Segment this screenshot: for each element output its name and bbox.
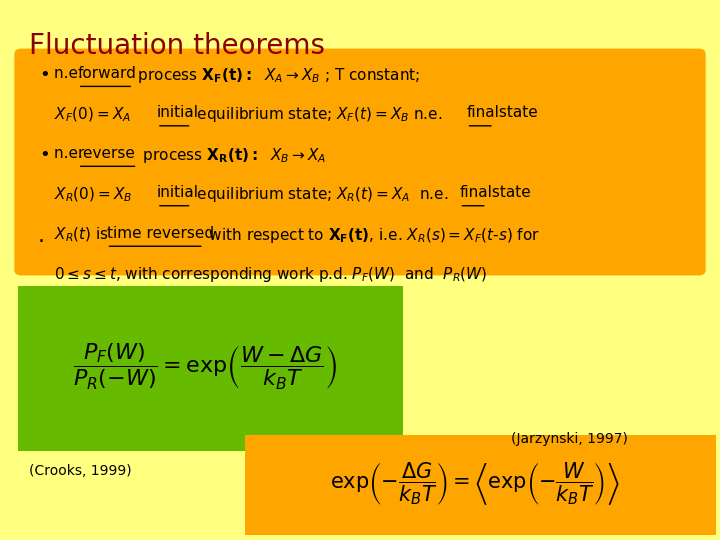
Text: state: state [494,105,538,120]
Text: final: final [459,185,492,200]
Text: n.e.: n.e. [54,146,88,161]
Text: Fluctuation theorems: Fluctuation theorems [29,32,325,60]
Text: $X_F(0) = X_A$: $X_F(0) = X_A$ [54,105,131,124]
Text: (Jarzynski, 1997): (Jarzynski, 1997) [511,432,628,446]
Text: initial: initial [157,185,199,200]
Text: .: . [37,226,45,246]
Text: $X_R(t)$ is: $X_R(t)$ is [54,226,110,244]
Text: (Crooks, 1999): (Crooks, 1999) [29,464,132,478]
Text: equilibrium state; $X_R(t)= X_A$  n.e.: equilibrium state; $X_R(t)= X_A$ n.e. [192,185,449,204]
FancyBboxPatch shape [14,49,706,275]
Text: process $\mathbf{X_R(t):}$  $X_B \rightarrow X_A$: process $\mathbf{X_R(t):}$ $X_B \rightar… [138,146,325,165]
Text: •: • [40,146,50,164]
Text: equilibrium state; $X_F(t) = X_B$ n.e.: equilibrium state; $X_F(t) = X_B$ n.e. [192,105,444,124]
Text: state: state [487,185,531,200]
Text: $0\leq s\leq t$, with corresponding work p.d. $P_F(W)$  and  $P_R(W)$: $0\leq s\leq t$, with corresponding work… [54,265,487,284]
Text: reverse: reverse [78,146,135,161]
Text: initial: initial [157,105,199,120]
Text: with respect to $\mathbf{X_F(t)}$, i.e. $X_R(s) = X_F(t$-$s)$ for: with respect to $\mathbf{X_F(t)}$, i.e. … [204,226,540,245]
Text: $\exp\!\left(-\dfrac{\Delta G}{k_B T}\right) = \left\langle\exp\!\left(-\dfrac{W: $\exp\!\left(-\dfrac{\Delta G}{k_B T}\ri… [330,460,620,507]
Text: $\dfrac{P_F(W)}{P_R(-W)} = \exp\!\left(\dfrac{W - \Delta G}{k_B T}\right)$: $\dfrac{P_F(W)}{P_R(-W)} = \exp\!\left(\… [73,342,338,392]
Text: time reversed: time reversed [107,226,214,241]
Text: $X_R(0) = X_B$: $X_R(0) = X_B$ [54,185,132,204]
Text: forward: forward [78,66,137,81]
FancyBboxPatch shape [245,435,716,535]
Text: n.e.: n.e. [54,66,88,81]
Text: •: • [40,66,50,84]
Text: process $\mathbf{X_F(t):}$  $X_A \rightarrow X_B$ ; T constant;: process $\mathbf{X_F(t):}$ $X_A \rightar… [133,66,420,85]
Text: final: final [467,105,500,120]
FancyBboxPatch shape [18,286,403,451]
